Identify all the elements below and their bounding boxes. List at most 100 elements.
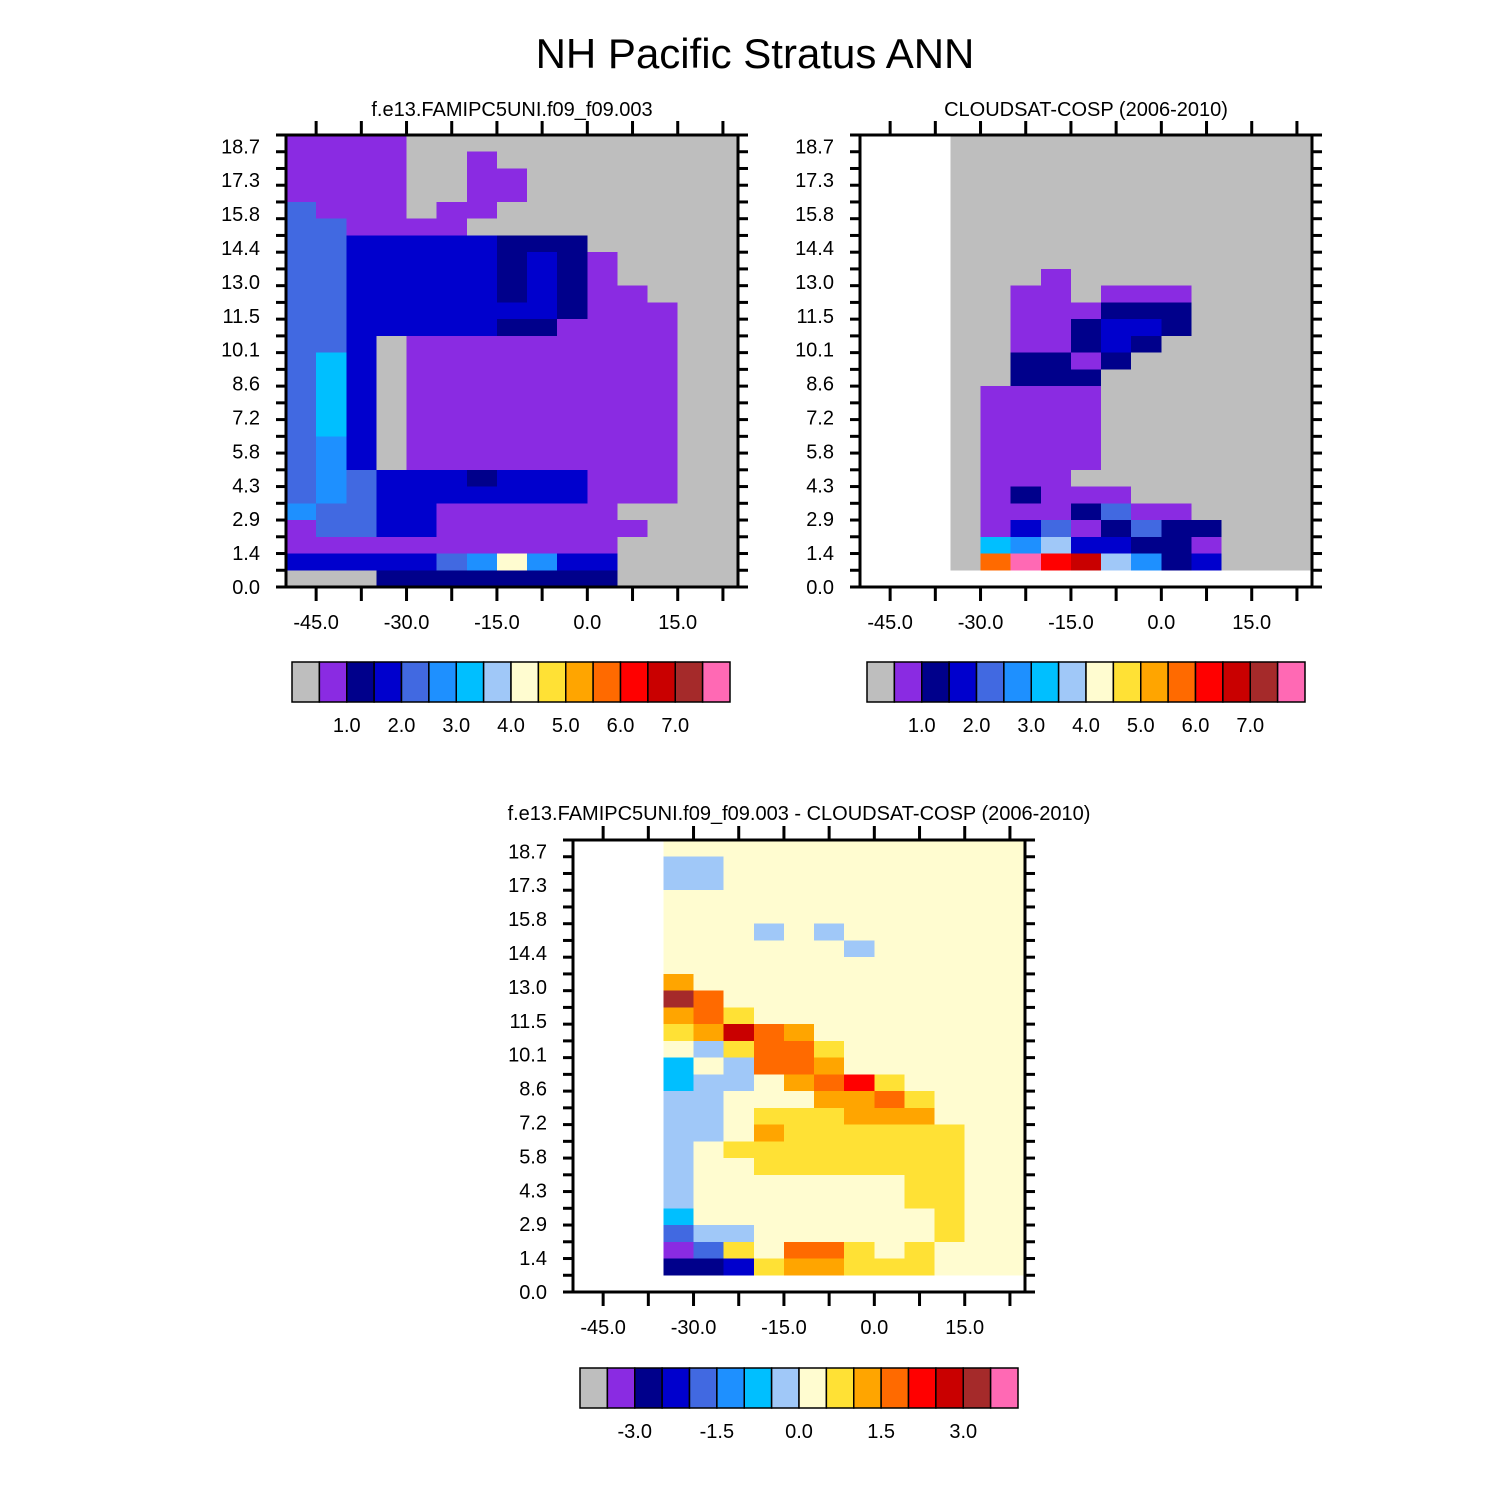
colorbar-swatch [1194, 661, 1224, 703]
y-tick-label: 4.3 [806, 475, 834, 497]
heatmap-cell [496, 135, 528, 152]
heatmap-cell [1040, 252, 1071, 269]
colorbar-label: 4.0 [497, 715, 525, 737]
heatmap-cell [964, 1191, 995, 1209]
heatmap-cell [874, 1258, 905, 1276]
heatmap-cell [436, 201, 467, 219]
heatmap-cell [994, 923, 1025, 941]
heatmap-cell [557, 553, 588, 571]
heatmap-cell [723, 1158, 754, 1175]
heatmap-cell [904, 1107, 935, 1125]
heatmap-cell [723, 957, 754, 974]
heatmap-cell [693, 1174, 724, 1192]
colorbar-swatch [373, 661, 403, 703]
y-tick-label: 15.8 [795, 204, 834, 226]
heatmap-cell [980, 386, 1011, 403]
heatmap-cell [663, 990, 694, 1008]
heatmap-cell [587, 285, 618, 303]
heatmap-cell [844, 957, 875, 974]
heatmap-cell [1101, 402, 1132, 420]
heatmap-cell [980, 436, 1011, 454]
heatmap-cell [496, 168, 528, 186]
heatmap-cell [527, 469, 558, 487]
heatmap-cell [723, 856, 754, 874]
heatmap-cell [587, 553, 618, 571]
heatmap-cell [934, 1091, 965, 1108]
heatmap-cell [994, 1241, 1025, 1259]
heatmap-cell [406, 319, 437, 336]
heatmap-cell [286, 302, 317, 320]
heatmap-cell [994, 973, 1025, 991]
heatmap-cell [723, 1007, 754, 1025]
heatmap-cell [496, 386, 528, 403]
colorbar-swatch [537, 661, 567, 703]
heatmap-cell [436, 235, 467, 253]
heatmap-cell [376, 201, 407, 219]
heatmap-cell [376, 536, 407, 554]
heatmap-cell [677, 419, 708, 437]
heatmap-cell [1251, 453, 1282, 470]
heatmap-cell [436, 386, 467, 403]
heatmap-cell [346, 486, 377, 504]
heatmap-cell [753, 1124, 784, 1142]
heatmap-cell [1221, 553, 1252, 571]
colorbar-label: 6.0 [607, 715, 635, 737]
heatmap-cell [346, 268, 377, 286]
heatmap-cell [316, 168, 347, 186]
heatmap-cell [1010, 369, 1041, 387]
heatmap-cell [617, 436, 648, 454]
heatmap-cell [1251, 302, 1282, 320]
heatmap-cell [844, 1241, 875, 1259]
heatmap-cell [707, 302, 738, 320]
heatmap-cell [1161, 352, 1192, 370]
heatmap-cell [466, 453, 497, 470]
heatmap-cell [1251, 486, 1282, 504]
heatmap-cell [1070, 285, 1102, 303]
heatmap-cell [1040, 503, 1071, 521]
heatmap-cell [346, 419, 377, 437]
heatmap-cell [874, 890, 905, 907]
heatmap-cell [1161, 302, 1192, 320]
heatmap-cell [1161, 520, 1192, 537]
heatmap-cell [527, 319, 558, 336]
heatmap-cell [1040, 469, 1071, 487]
heatmap-cell [286, 235, 317, 253]
heatmap-cell [663, 1191, 694, 1209]
heatmap-cell [783, 1107, 815, 1125]
heatmap-cell [557, 302, 588, 320]
heatmap-cell [436, 486, 467, 504]
heatmap-cell [527, 436, 558, 454]
heatmap-cell [1161, 402, 1192, 420]
heatmap-cell [723, 1040, 754, 1058]
heatmap-cell [663, 890, 694, 907]
heatmap-cell [964, 1158, 995, 1175]
heatmap-cell [1010, 486, 1041, 504]
colorbar-label: 1.0 [333, 715, 361, 737]
heatmap-cell [436, 285, 467, 303]
heatmap-cell [994, 906, 1025, 924]
heatmap-cell [950, 302, 981, 320]
heatmap-cell [1010, 453, 1041, 470]
heatmap-cell [1040, 319, 1071, 336]
x-tick-label: -45.0 [293, 612, 339, 634]
heatmap-cell [950, 335, 981, 353]
y-tick-label: 2.9 [232, 509, 260, 531]
heatmap-cell [1191, 185, 1222, 202]
heatmap-cell [904, 923, 935, 941]
heatmap-cell [1251, 268, 1282, 286]
heatmap-cell [693, 1191, 724, 1209]
heatmap-cell [844, 1057, 875, 1075]
heatmap-cell [406, 369, 437, 387]
heatmap-cell [1010, 235, 1041, 253]
heatmap-cell [466, 503, 497, 521]
heatmap-cell [1221, 352, 1252, 370]
heatmap-cell [1131, 268, 1162, 286]
heatmap-cell [587, 151, 618, 169]
heatmap-cell [617, 168, 648, 186]
heatmap-cell [783, 1024, 815, 1041]
heatmap-cell [1070, 319, 1102, 336]
colorbar-swatch [798, 1367, 828, 1409]
heatmap-cell [707, 201, 738, 219]
heatmap-cell [316, 553, 347, 571]
heatmap-cell [1191, 469, 1222, 487]
